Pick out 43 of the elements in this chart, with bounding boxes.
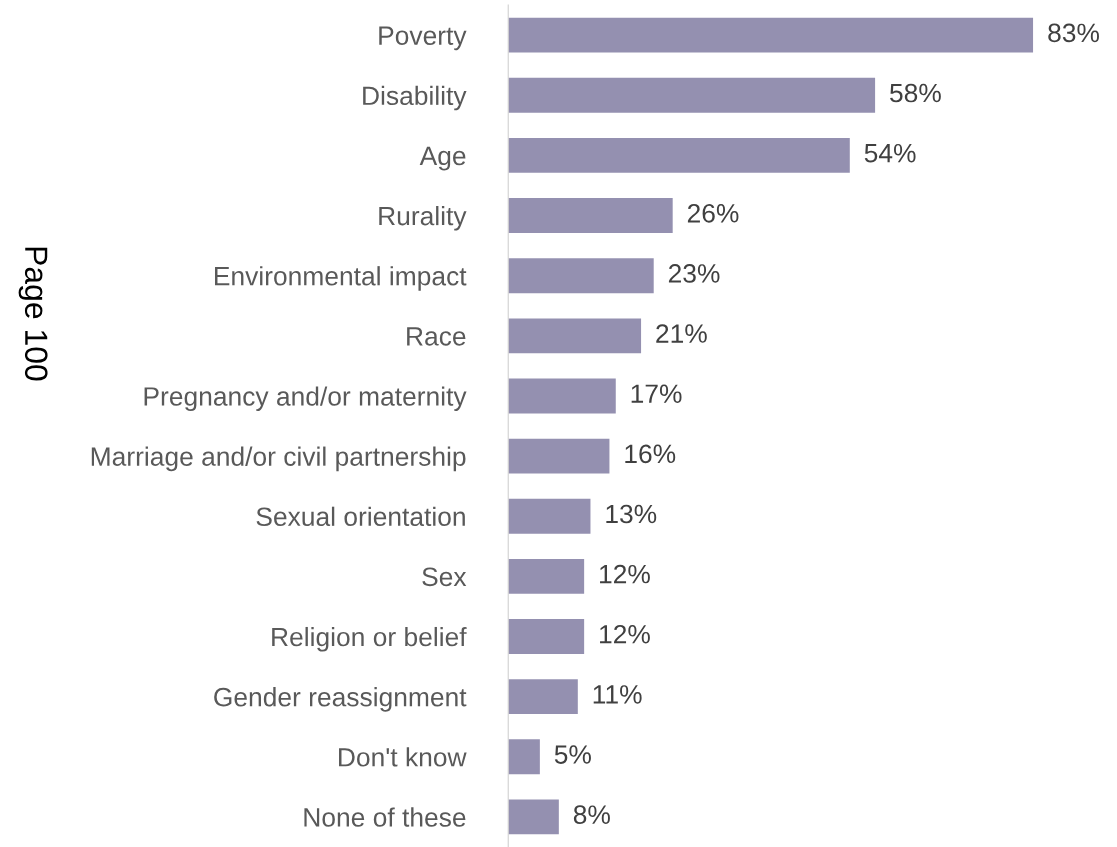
bar <box>508 17 1034 53</box>
bar <box>508 318 642 354</box>
data-label: 16% <box>625 444 676 464</box>
data-label: 11% <box>593 685 642 704</box>
bar <box>508 378 616 414</box>
bar <box>508 739 540 775</box>
y-tick-label: Sex <box>422 567 467 587</box>
bar <box>508 619 585 654</box>
y-tick-label: Sexual orientation <box>256 506 465 527</box>
y-tick-label: Marriage and/or civil partnership <box>91 446 466 472</box>
y-tick-label: Don't know <box>339 747 467 767</box>
y-tick-label: Rurality <box>379 206 467 231</box>
data-label: 26% <box>687 203 739 223</box>
y-tick-label: Environmental impact <box>215 266 467 291</box>
data-label: 13% <box>606 504 657 524</box>
data-label: 8% <box>573 805 610 825</box>
bar <box>508 77 876 113</box>
bar <box>508 558 585 594</box>
bar <box>508 438 610 474</box>
y-tick-label: Disability <box>363 85 467 111</box>
y-tick-label: Age <box>419 146 466 171</box>
data-label: 5% <box>554 745 591 764</box>
data-label: 58% <box>890 83 941 103</box>
data-label: 12% <box>600 624 650 644</box>
bar <box>508 198 673 233</box>
bar <box>508 799 559 835</box>
bar <box>508 258 654 294</box>
y-tick-label: Religion or belief <box>272 626 467 652</box>
bar <box>508 498 591 534</box>
data-label: 21% <box>656 324 707 343</box>
data-label: 23% <box>668 264 720 283</box>
data-label: 12% <box>600 564 650 584</box>
data-label: 54% <box>864 143 916 163</box>
text: Page 100 <box>18 247 48 381</box>
y-tick-label: None of these <box>304 807 466 827</box>
bar <box>508 137 850 173</box>
data-label: 83% <box>1048 23 1099 43</box>
y-tick-label: Gender reassignment <box>214 687 467 712</box>
y-tick-label: Poverty <box>379 26 467 51</box>
y-tick-label: Race <box>407 327 466 346</box>
y-tick-label: Pregnancy and/or maternity <box>144 386 467 412</box>
data-label: 17% <box>631 384 682 403</box>
bar <box>508 679 578 715</box>
